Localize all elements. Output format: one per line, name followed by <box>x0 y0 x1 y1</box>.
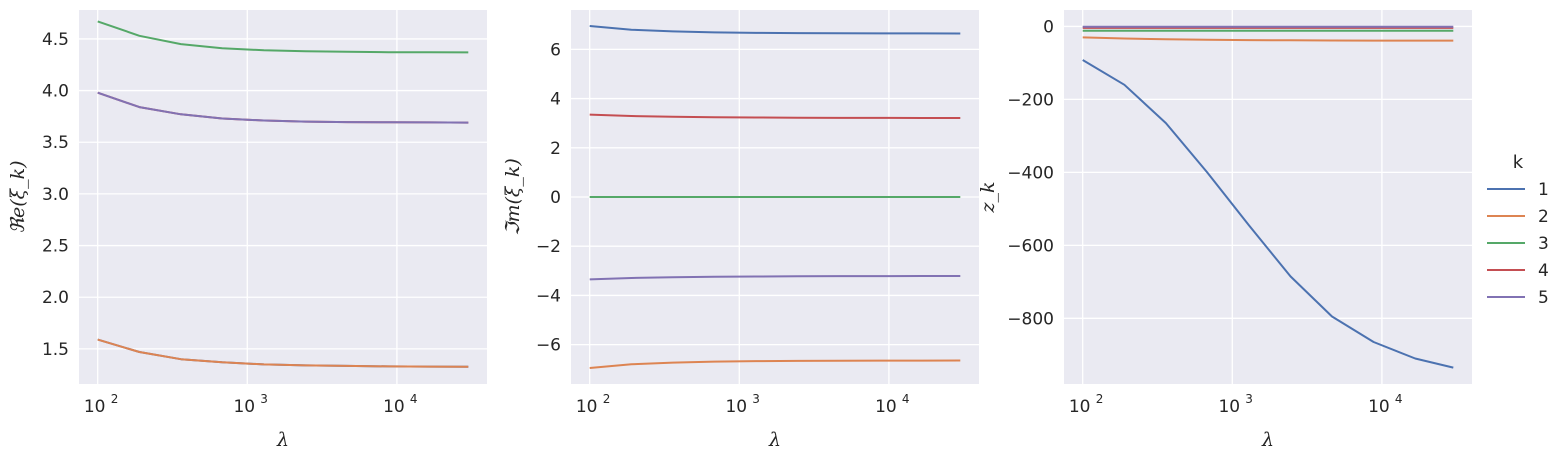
y-tick-label: −800 <box>1007 309 1054 329</box>
y-tick-label: 2.5 <box>42 237 69 257</box>
legend-label: 5 <box>1538 288 1549 308</box>
y-tick-label: 6 <box>550 40 561 60</box>
series-line-2 <box>589 359 961 369</box>
x-axis-label: λ <box>1261 429 1274 451</box>
panel-z-k: 10 2 10 3 10 4 −800 −600 −400 −200 0 λ z_k <box>977 10 1472 451</box>
x-tick-label: 10 <box>1069 397 1091 417</box>
panel-imaginary-part: 10 2 10 3 10 4 −6 −4 −2 0 2 4 6 λ ℑm(ξ_k) <box>502 10 979 451</box>
series-line-5 <box>97 91 469 124</box>
y-tick-label: 2 <box>550 139 561 159</box>
series-line-1 <box>589 25 961 35</box>
y-axis-label: z_k <box>977 181 999 213</box>
series-line-2 <box>1082 36 1454 42</box>
y-tick-label: 2.0 <box>42 288 69 308</box>
y-tick-label: 4.5 <box>42 30 69 50</box>
y-axis-label: ℜe(ξ_k) <box>7 160 29 233</box>
y-tick-label: 0 <box>550 188 561 208</box>
y-tick-label: −400 <box>1007 163 1054 183</box>
legend-label: 1 <box>1538 180 1549 200</box>
legend-title: k <box>1513 152 1524 173</box>
y-tick-label: 1.5 <box>42 340 69 360</box>
series-line-2 <box>97 338 469 368</box>
x-tick-exponent: 2 <box>603 392 611 406</box>
legend-label: 3 <box>1538 234 1549 254</box>
y-axis-label: ℑm(ξ_k) <box>502 158 524 236</box>
y-tick-label: 4 <box>550 90 561 110</box>
y-tick-label: 3.5 <box>42 133 69 153</box>
y-tick-label: −4 <box>536 286 561 306</box>
panel-real-part: 10 2 10 3 10 4 1.5 2.0 2.5 3.0 3.5 4.0 4.5 λ ℜe(ξ_k) <box>7 10 487 451</box>
y-tick-label: −2 <box>536 237 561 257</box>
series-line-1 <box>1082 59 1454 369</box>
x-tick-label: 10 <box>1368 397 1390 417</box>
y-tick-label: 0 <box>1043 17 1054 37</box>
x-tick-exponent: 2 <box>111 392 119 406</box>
legend: k 1 2 3 4 5 <box>1487 152 1549 308</box>
x-tick-label: 10 <box>383 397 405 417</box>
x-axis-label: λ <box>276 429 289 451</box>
x-tick-exponent: 3 <box>1245 392 1253 406</box>
x-axis-label: λ <box>768 429 781 451</box>
series-line-5 <box>589 275 961 281</box>
x-tick-label: 10 <box>84 397 106 417</box>
x-tick-exponent: 4 <box>1395 392 1403 406</box>
x-tick-label: 10 <box>576 397 598 417</box>
plot-area <box>1064 10 1472 384</box>
y-tick-label: −200 <box>1007 90 1054 110</box>
series-line-4 <box>589 113 961 119</box>
series-line-3 <box>97 20 469 54</box>
x-tick-exponent: 3 <box>260 392 268 406</box>
y-tick-label: −600 <box>1007 236 1054 256</box>
legend-label: 2 <box>1538 207 1549 227</box>
y-tick-label: 3.0 <box>42 185 69 205</box>
x-tick-exponent: 4 <box>410 392 418 406</box>
y-tick-label: −6 <box>536 336 561 356</box>
plot-area <box>79 10 487 384</box>
x-tick-label: 10 <box>725 397 747 417</box>
x-tick-exponent: 4 <box>902 392 910 406</box>
x-tick-label: 10 <box>233 397 255 417</box>
x-tick-exponent: 2 <box>1096 392 1104 406</box>
legend-label: 4 <box>1538 261 1549 281</box>
x-tick-exponent: 3 <box>752 392 760 406</box>
x-tick-label: 10 <box>875 397 897 417</box>
x-tick-label: 10 <box>1218 397 1240 417</box>
y-tick-label: 4.0 <box>42 82 69 102</box>
